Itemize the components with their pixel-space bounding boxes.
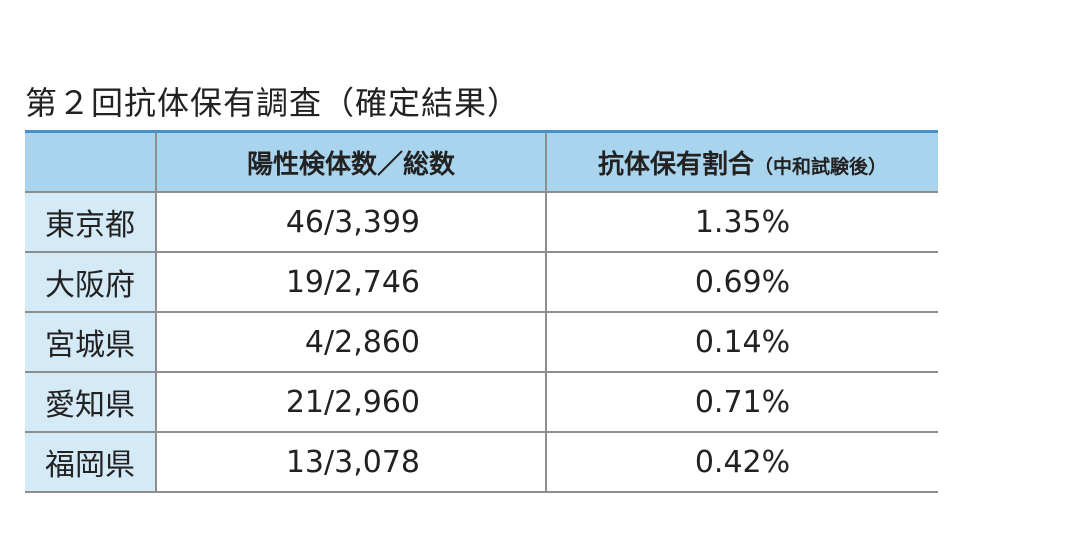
value-cell: 0.42% xyxy=(545,432,938,493)
value-cell: 0.14% xyxy=(545,312,938,373)
value-cell: 13/3,078 xyxy=(155,432,546,493)
value-cell: 19/2,746 xyxy=(155,252,546,313)
value-cell: 1.35% xyxy=(545,192,938,253)
table-row: 福岡県 13/3,078 0.42% xyxy=(25,432,938,493)
results-table: 陽性検体数／総数 抗体保有割合（中和試験後） 東京都 46/3,399 1.35% 大… xyxy=(25,130,938,493)
prefecture-cell: 大阪府 xyxy=(25,252,156,313)
table-title: 第２回抗体保有調査（確定結果） xyxy=(25,84,521,122)
table-row: 東京都 46/3,399 1.35% xyxy=(25,192,938,253)
header-corner xyxy=(25,130,156,193)
value-cell: 46/3,399 xyxy=(155,192,546,253)
prefecture-cell: 宮城県 xyxy=(25,312,156,373)
value-cell: 0.69% xyxy=(545,252,938,313)
table-body: 東京都 46/3,399 1.35% 大阪府 19/2,746 0.69% 宮城県 4/2,8… xyxy=(25,192,938,493)
header-cell: 陽性検体数／総数 xyxy=(155,130,546,193)
prefecture-cell: 福岡県 xyxy=(25,432,156,493)
table-row: 宮城県 4/2,860 0.14% xyxy=(25,312,938,373)
value-cell: 21/2,960 xyxy=(155,372,546,433)
header-row: 陽性検体数／総数 抗体保有割合（中和試験後） xyxy=(25,130,938,193)
prefecture-cell: 愛知県 xyxy=(25,372,156,433)
header-text: 抗体保有割合 xyxy=(597,149,754,180)
table-row: 愛知県 21/2,960 0.71% xyxy=(25,372,938,433)
value-cell: 4/2,860 xyxy=(155,312,546,373)
value-cell: 0.71% xyxy=(545,372,938,433)
table-row: 大阪府 19/2,746 0.69% xyxy=(25,252,938,313)
header-cell: 抗体保有割合（中和試験後） xyxy=(545,130,938,193)
header-note: （中和試験後） xyxy=(754,155,888,178)
table-header: 陽性検体数／総数 抗体保有割合（中和試験後） xyxy=(25,130,938,193)
prefecture-cell: 東京都 xyxy=(25,192,156,253)
